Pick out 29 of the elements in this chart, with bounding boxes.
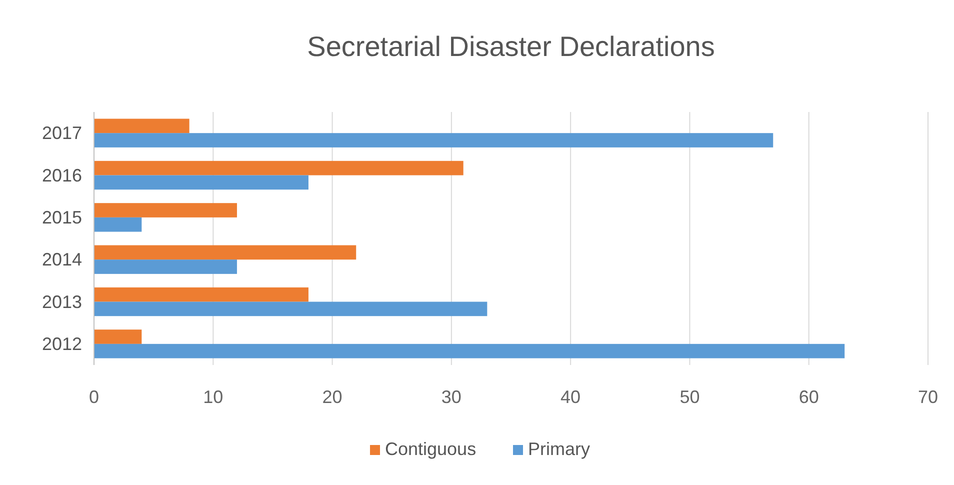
bar xyxy=(94,302,488,316)
chart-title: Secretarial Disaster Declarations xyxy=(307,31,715,62)
bar xyxy=(94,260,237,274)
x-tick-label: 10 xyxy=(203,387,224,407)
y-tick-label: 2017 xyxy=(42,123,82,144)
bar xyxy=(94,344,845,358)
y-tick-label: 2014 xyxy=(42,250,82,270)
x-tick-label: 60 xyxy=(798,387,819,407)
x-tick-label: 70 xyxy=(918,387,938,407)
bar xyxy=(94,203,237,218)
y-tick-label: 2012 xyxy=(42,334,82,354)
bar xyxy=(94,217,142,232)
bar xyxy=(94,175,308,190)
y-tick-label: 2015 xyxy=(42,207,82,228)
x-tick-label: 50 xyxy=(680,387,700,407)
legend-label: Contiguous xyxy=(385,439,476,459)
bar xyxy=(94,133,774,148)
x-tick-label: 0 xyxy=(88,387,100,407)
bar xyxy=(94,245,356,260)
legend-label: Primary xyxy=(528,439,590,459)
x-tick-label: 40 xyxy=(560,387,581,407)
bar xyxy=(94,118,190,134)
bar xyxy=(94,160,464,176)
y-tick-label: 2016 xyxy=(42,165,82,186)
x-tick-label: 30 xyxy=(441,387,462,407)
bar xyxy=(94,330,142,344)
bar xyxy=(94,287,308,302)
x-tick-label: 20 xyxy=(322,387,342,407)
y-tick-label: 2013 xyxy=(42,292,82,312)
